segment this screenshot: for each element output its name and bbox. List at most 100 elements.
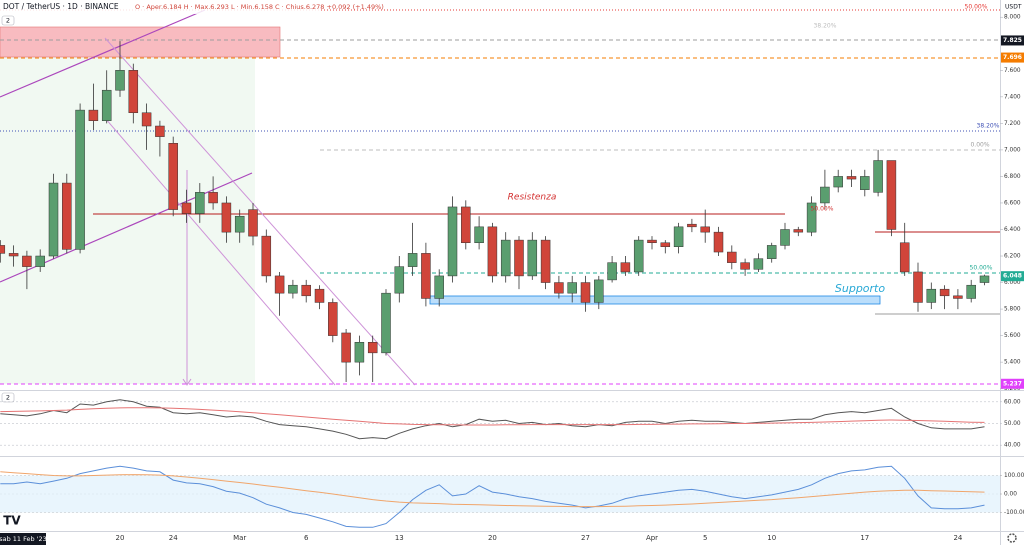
y-tick-label: 40.00 <box>1004 443 1021 449</box>
price-label: 7.825 <box>1003 37 1022 44</box>
candle-body <box>101 89 112 121</box>
support-zone <box>429 295 881 305</box>
logo[interactable]: TV <box>3 514 21 528</box>
candle-body <box>367 341 378 354</box>
x-tick-label: 24 <box>169 534 178 542</box>
price-label: 6.048 <box>1003 273 1022 280</box>
x-tick-label: Apr <box>646 534 658 542</box>
candle-body <box>979 275 990 283</box>
y-tick-label: 6.000 <box>1004 280 1021 286</box>
channel-line <box>104 117 336 386</box>
price-badge <box>1001 52 1024 63</box>
candle-body <box>301 284 311 297</box>
candle-body <box>860 176 870 190</box>
x-tick-label: 27 <box>581 534 590 542</box>
y-axis-label: USDT <box>1005 4 1022 11</box>
y-tick-label: 6.600 <box>1004 200 1021 206</box>
candle-body <box>580 282 591 303</box>
candle-body <box>487 226 498 277</box>
candle-body <box>394 266 405 294</box>
candle-body <box>288 284 298 294</box>
candle-body <box>0 245 6 254</box>
candle-body <box>261 235 272 277</box>
indicator-line <box>0 407 985 426</box>
zone-red <box>0 26 281 58</box>
x-tick-label: 6 <box>304 534 309 542</box>
candle-body <box>354 341 365 363</box>
crosshair-date-bg <box>0 533 46 545</box>
candle-body <box>115 70 125 91</box>
candle-body <box>620 262 631 273</box>
candle-body <box>527 239 538 277</box>
candle-body <box>926 288 937 303</box>
y-tick-label: 6.200 <box>1004 254 1021 260</box>
x-tick-label: 10 <box>767 534 776 542</box>
zone <box>0 57 255 384</box>
settings-icon[interactable] <box>1007 533 1017 543</box>
candle-body <box>713 231 724 253</box>
fib-label: 38.20% <box>977 123 1000 130</box>
y-tick-label: 5.800 <box>1004 307 1021 313</box>
indicator-line <box>0 471 985 508</box>
annotation: Supporto <box>835 282 885 295</box>
pane-badge[interactable] <box>1 15 15 26</box>
indicator-line <box>0 465 985 528</box>
candle-body <box>88 109 99 121</box>
candle-body <box>966 284 976 299</box>
chart-title: DOT / TetherUS · 1D · BINANCE <box>3 2 119 11</box>
candle-body <box>208 192 218 204</box>
candle-body <box>221 202 232 233</box>
y-tick-label: 7.600 <box>1004 68 1021 74</box>
y-tick-label: -100.00 <box>1004 510 1024 516</box>
y-tick-label: 6.800 <box>1004 174 1021 180</box>
pane-badge-label[interactable]: 2 <box>6 17 10 25</box>
candle-body <box>500 239 511 277</box>
candle-body <box>128 70 139 114</box>
candle-body <box>22 255 32 267</box>
candle-body <box>8 253 19 257</box>
crosshair-date: sab 11 Feb '23 <box>0 535 47 543</box>
y-tick-label: 6.400 <box>1004 227 1021 233</box>
price-badge <box>1001 271 1024 282</box>
channel-line <box>104 37 416 386</box>
candle-body <box>740 262 750 270</box>
y-tick-label: 5.600 <box>1004 333 1021 339</box>
candle-body <box>953 295 963 299</box>
candle-body <box>314 288 325 303</box>
fib-label: 50.00% <box>970 265 993 272</box>
candle-body <box>540 239 551 283</box>
candle-body <box>181 202 192 214</box>
price-label: 7.696 <box>1003 54 1022 61</box>
candle-body <box>647 239 657 244</box>
candle-body <box>660 242 671 247</box>
x-tick-label: 24 <box>953 534 962 542</box>
candle-body <box>793 229 804 233</box>
candle-body <box>873 160 883 193</box>
candle-body <box>341 332 351 363</box>
y-tick-label: 7.000 <box>1004 147 1021 153</box>
fib-label: 0.00% <box>970 142 989 149</box>
candle-body <box>700 226 710 233</box>
candle-body <box>594 279 604 303</box>
fib-label: 50.00% <box>811 206 834 213</box>
price-label: 5.237 <box>1003 380 1022 387</box>
candle-body <box>141 112 152 127</box>
x-tick-label: 17 <box>860 534 869 542</box>
candle-body <box>447 206 458 277</box>
candle-body <box>168 143 178 210</box>
candle-body <box>780 229 790 246</box>
candle-body <box>234 215 245 233</box>
indicator-line <box>0 399 985 440</box>
header-bg <box>0 0 320 14</box>
candle-body <box>155 125 165 137</box>
candle-body <box>48 182 59 257</box>
y-tick-label: 100.00 <box>1004 473 1024 479</box>
pane-badge-label[interactable]: 2 <box>6 394 10 402</box>
candle-body <box>607 262 617 281</box>
candle-body <box>381 292 391 354</box>
candle-body <box>833 176 843 188</box>
candle-body <box>886 160 897 230</box>
candle-body <box>75 109 85 250</box>
